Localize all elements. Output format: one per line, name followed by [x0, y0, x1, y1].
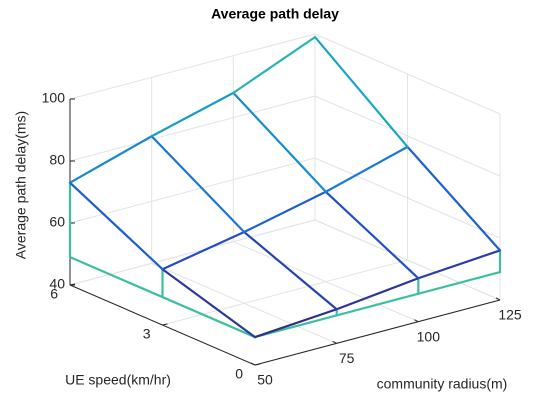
x-tick: [495, 297, 501, 301]
y-tick-label: 0: [235, 366, 243, 382]
x-tick: [250, 362, 256, 366]
mesh-segment: [253, 308, 338, 339]
mesh-segment: [243, 230, 338, 311]
grid-line: [69, 219, 316, 286]
grid-line: [69, 157, 316, 224]
x-axis-label: community radius(m): [377, 376, 508, 392]
mesh-segment: [243, 190, 327, 234]
z-tick-label: 80: [49, 152, 65, 168]
z-tick-label: 40: [49, 276, 65, 292]
mesh-segment: [68, 181, 164, 271]
grid-line: [162, 259, 408, 326]
grid-line: [69, 95, 316, 162]
x-tick-label: 125: [498, 307, 522, 323]
mesh-segment: [406, 145, 502, 252]
x-tick: [332, 340, 337, 344]
mesh-segment: [417, 249, 502, 280]
z-tick-label: 60: [49, 214, 65, 230]
mesh-segment: [335, 277, 420, 311]
mesh-segment: [232, 35, 317, 94]
mesh-segment: [232, 91, 327, 193]
x-tick-label: 100: [417, 328, 441, 344]
mesh-segment: [313, 35, 409, 148]
curtain-base: [68, 256, 257, 339]
mesh-segment: [68, 135, 153, 184]
z-axis-label: Average path delay(ms): [13, 111, 29, 259]
x-tick-label: 50: [257, 372, 273, 388]
z-tick-label: 100: [42, 90, 66, 106]
mesh-segment: [150, 135, 246, 234]
y-tick: [162, 323, 168, 326]
x-tick: [414, 319, 419, 323]
x-axis: [254, 299, 501, 366]
y-axis-label: UE speed(km/hr): [65, 372, 171, 388]
y-tick: [69, 283, 76, 286]
chart-title: Average path delay: [211, 6, 339, 22]
curtain-base: [253, 271, 502, 339]
mesh-segment: [161, 268, 257, 339]
x-tick-label: 75: [339, 350, 355, 366]
mesh-segment: [324, 190, 420, 280]
y-tick-label: 3: [143, 326, 151, 342]
mesh-segment: [324, 145, 409, 193]
mesh-segment: [161, 230, 246, 271]
y-tick-label: 6: [50, 286, 58, 302]
y-tick: [254, 363, 261, 366]
mesh-segment: [150, 91, 235, 138]
grid-line: [69, 33, 316, 100]
